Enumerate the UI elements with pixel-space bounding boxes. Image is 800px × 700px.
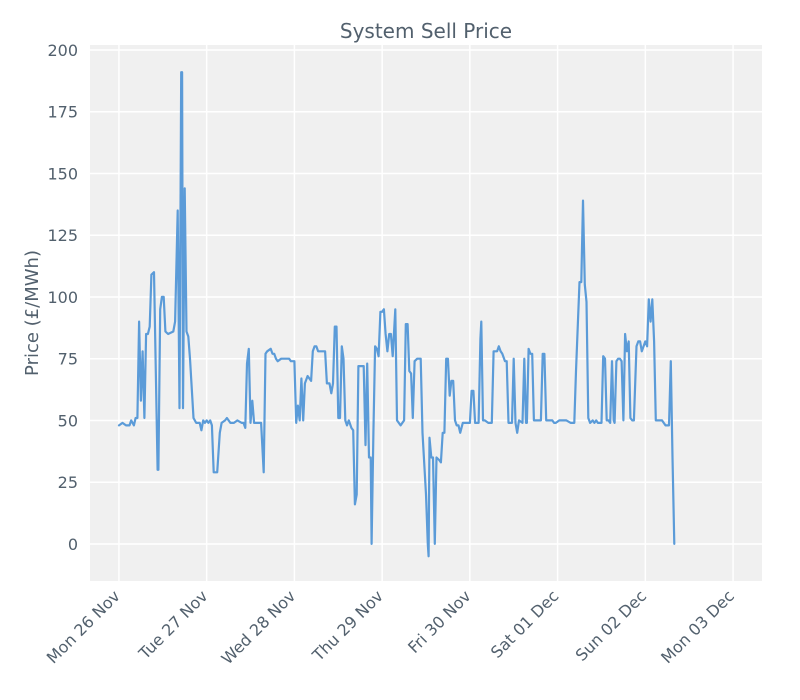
y-axis-title: Price (£/MWh) xyxy=(22,250,43,376)
y-tick-label: 125 xyxy=(47,226,78,245)
y-tick-label: 175 xyxy=(47,103,78,122)
y-tick-label: 200 xyxy=(47,41,78,60)
x-tick-label: Fri 30 Nov xyxy=(404,586,475,657)
y-tick-labels: 0 25 50 75 100 125 150 175 200 xyxy=(47,41,78,554)
y-tick-label: 0 xyxy=(68,535,78,554)
series-line-0 xyxy=(117,71,676,558)
x-tick-label: Thu 29 Nov xyxy=(308,586,387,665)
series-layer xyxy=(117,71,676,558)
y-tick-label: 50 xyxy=(58,411,78,430)
x-tick-labels: Mon 26 Nov Tue 27 Nov Wed 28 Nov Thu 29 Nov… xyxy=(43,586,738,668)
y-tick-label: 25 xyxy=(58,473,78,492)
y-tick-label: 150 xyxy=(47,164,78,183)
x-tick-label: Wed 28 Nov xyxy=(217,586,299,668)
x-tick-label: Tue 27 Nov xyxy=(134,586,211,663)
x-tick-label: Mon 03 Dec xyxy=(657,586,738,667)
x-tick-label: Mon 26 Nov xyxy=(43,586,124,667)
y-tick-label: 100 xyxy=(47,288,78,307)
y-tick-label: 75 xyxy=(58,350,78,369)
chart-title: System Sell Price xyxy=(340,19,512,43)
x-tick-label: Sun 02 Dec xyxy=(572,586,650,664)
grid xyxy=(90,45,762,581)
x-tick-label: Sat 01 Dec xyxy=(487,586,562,661)
